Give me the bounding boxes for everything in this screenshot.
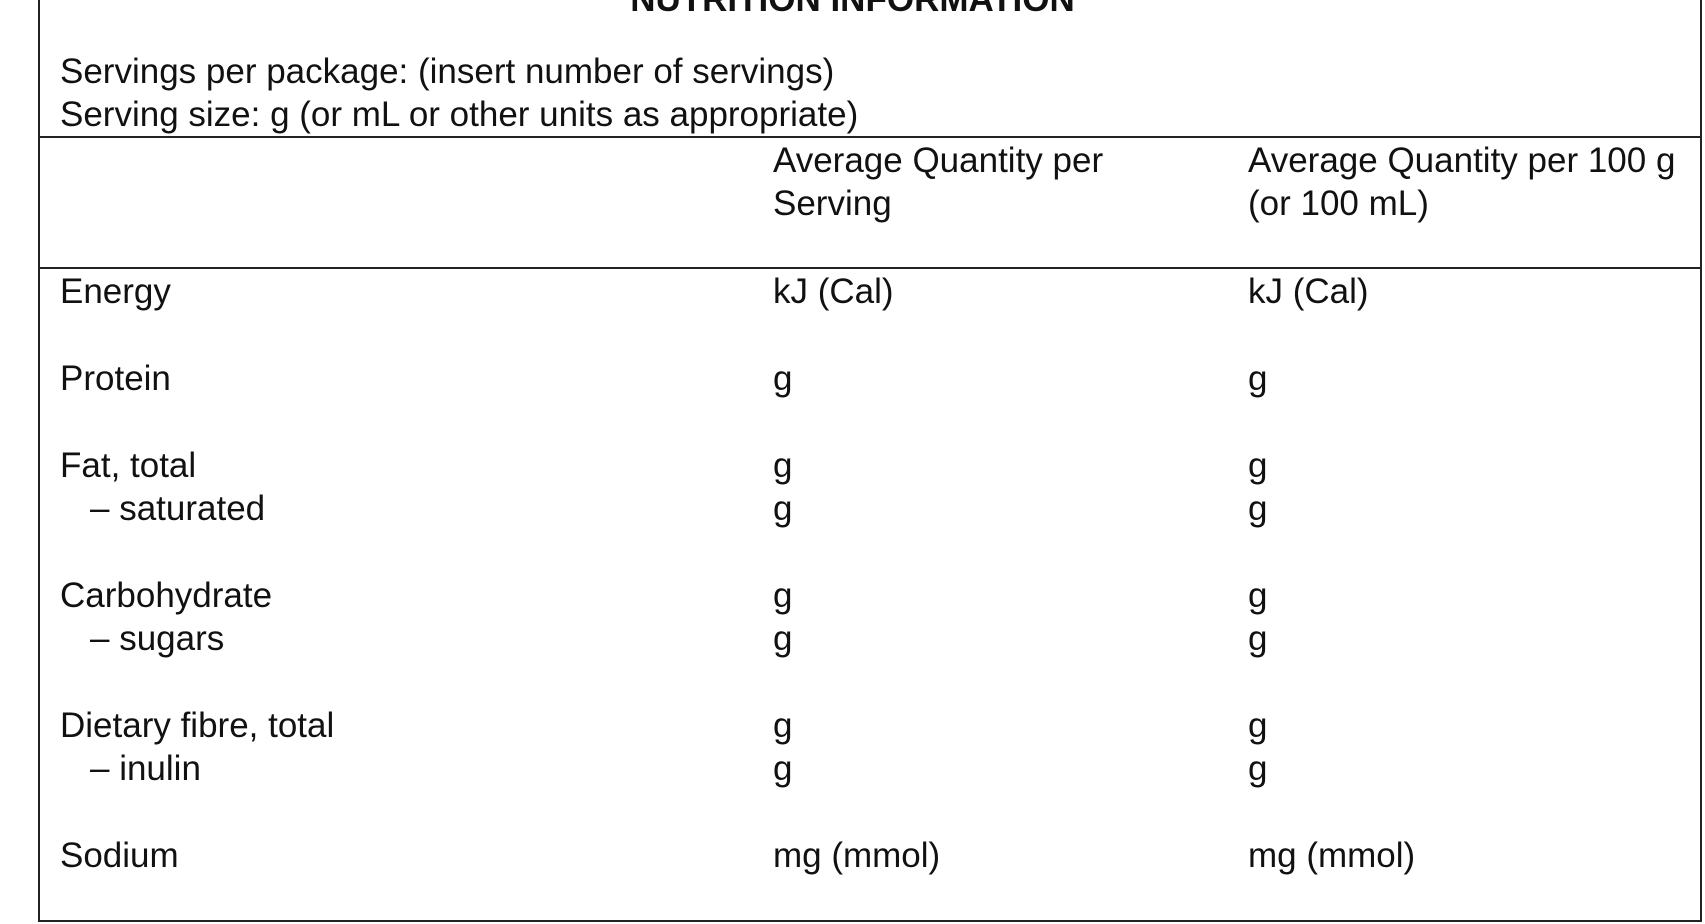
unit-cell: g [773, 359, 793, 398]
column-header: Average Quantity per 100 g (or 100 mL) [1248, 141, 1676, 223]
unit-cell: g [773, 576, 793, 615]
unit-cell: kJ (Cal) [1248, 272, 1369, 311]
nutrient-label: – sugars [90, 619, 225, 658]
unit-cell: g [1248, 446, 1268, 485]
unit-cell: kJ (Cal) [773, 272, 894, 311]
unit-cell: g [773, 706, 793, 745]
rule [38, 267, 1702, 269]
unit-cell: g [1248, 706, 1268, 745]
nutrient-label: – saturated [90, 489, 266, 528]
unit-cell: g [1248, 489, 1268, 528]
nutrient-label: – inulin [90, 749, 201, 788]
servings: Servings per package: (insert number of … [60, 52, 835, 91]
unit-cell: g [1248, 359, 1268, 398]
unit-cell: g [1248, 576, 1268, 615]
unit-cell: g [773, 489, 793, 528]
column-header: Average Quantity per Serving [773, 141, 1104, 223]
nutrient-label: Dietary fibre, total [60, 706, 335, 745]
nutrient-label: Energy [60, 272, 171, 311]
nutrient-label: Sodium [60, 836, 179, 875]
title: NUTRITION INFORMATION [0, 0, 1705, 21]
rule [38, 136, 1702, 138]
unit-cell: g [1248, 619, 1268, 658]
unit-cell: g [773, 446, 793, 485]
unit-cell: g [773, 619, 793, 658]
label-frame [38, 0, 1702, 922]
unit-cell: mg (mmol) [1248, 836, 1416, 875]
nutrient-label: Fat, total [60, 446, 197, 485]
nutrient-label: Carbohydrate [60, 576, 273, 615]
unit-cell: g [773, 749, 793, 788]
nutrient-label: Protein [60, 359, 171, 398]
serving-size: Serving size: g (or mL or other units as… [60, 95, 859, 134]
unit-cell: g [1248, 749, 1268, 788]
unit-cell: mg (mmol) [773, 836, 941, 875]
